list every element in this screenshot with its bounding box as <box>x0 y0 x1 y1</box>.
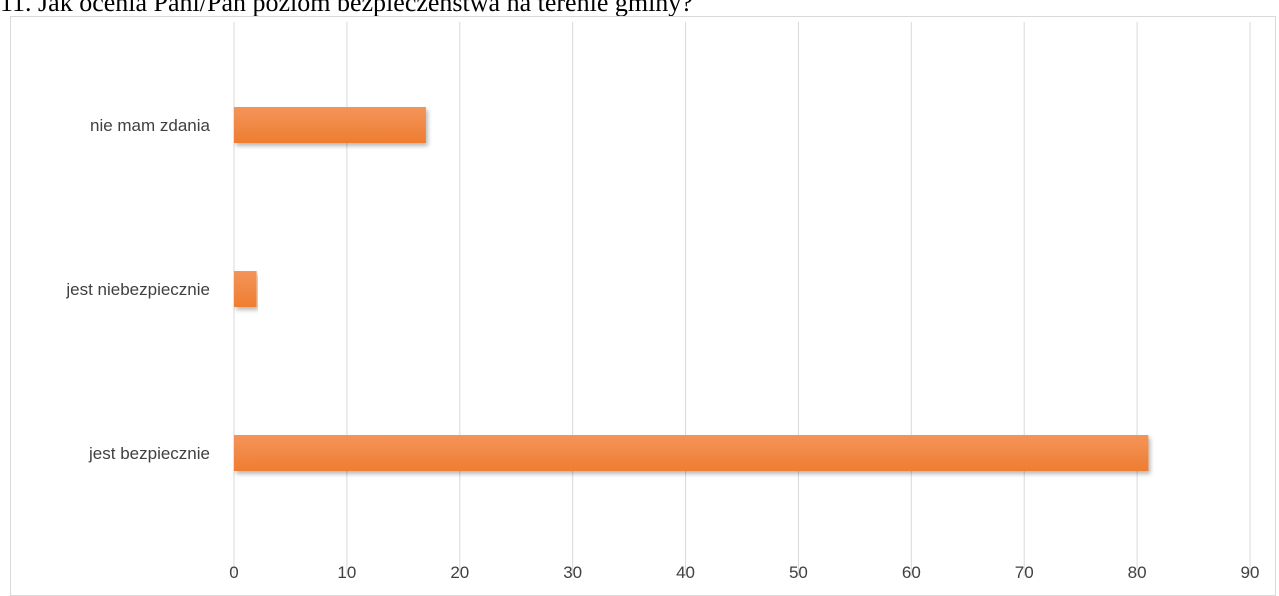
x-tick-label-30: 30 <box>563 563 582 582</box>
category-label: nie mam zdania <box>90 116 211 135</box>
gridlines <box>233 22 1251 576</box>
x-tick-label-50: 50 <box>789 563 808 582</box>
x-tick-label-10: 10 <box>337 563 356 582</box>
chart-frame <box>10 16 1276 596</box>
bar-nie-mam-zdania <box>234 107 426 143</box>
bars <box>234 107 1149 471</box>
category-labels: jest bezpiecznie jest niebezpiecznie nie m… <box>65 116 210 463</box>
bar-jest-bezpiecznie <box>234 435 1149 471</box>
x-tick-label-20: 20 <box>450 563 469 582</box>
bar-jest-niebezpiecznie <box>234 271 257 307</box>
x-tick-label-40: 40 <box>676 563 695 582</box>
x-tick-labels: 0 10 20 30 40 50 60 70 80 90 <box>229 563 1259 582</box>
x-tick-label-0: 0 <box>229 563 238 582</box>
category-label: jest niebezpiecznie <box>65 280 210 299</box>
x-tick-label-70: 70 <box>1015 563 1034 582</box>
x-tick-label-90: 90 <box>1241 563 1260 582</box>
x-tick-label-60: 60 <box>902 563 921 582</box>
chart-title: 11. Jak ocenia Pani/Pan poziom bezpiecze… <box>0 0 693 17</box>
category-label: jest bezpiecznie <box>88 444 210 463</box>
x-tick-label-80: 80 <box>1128 563 1147 582</box>
